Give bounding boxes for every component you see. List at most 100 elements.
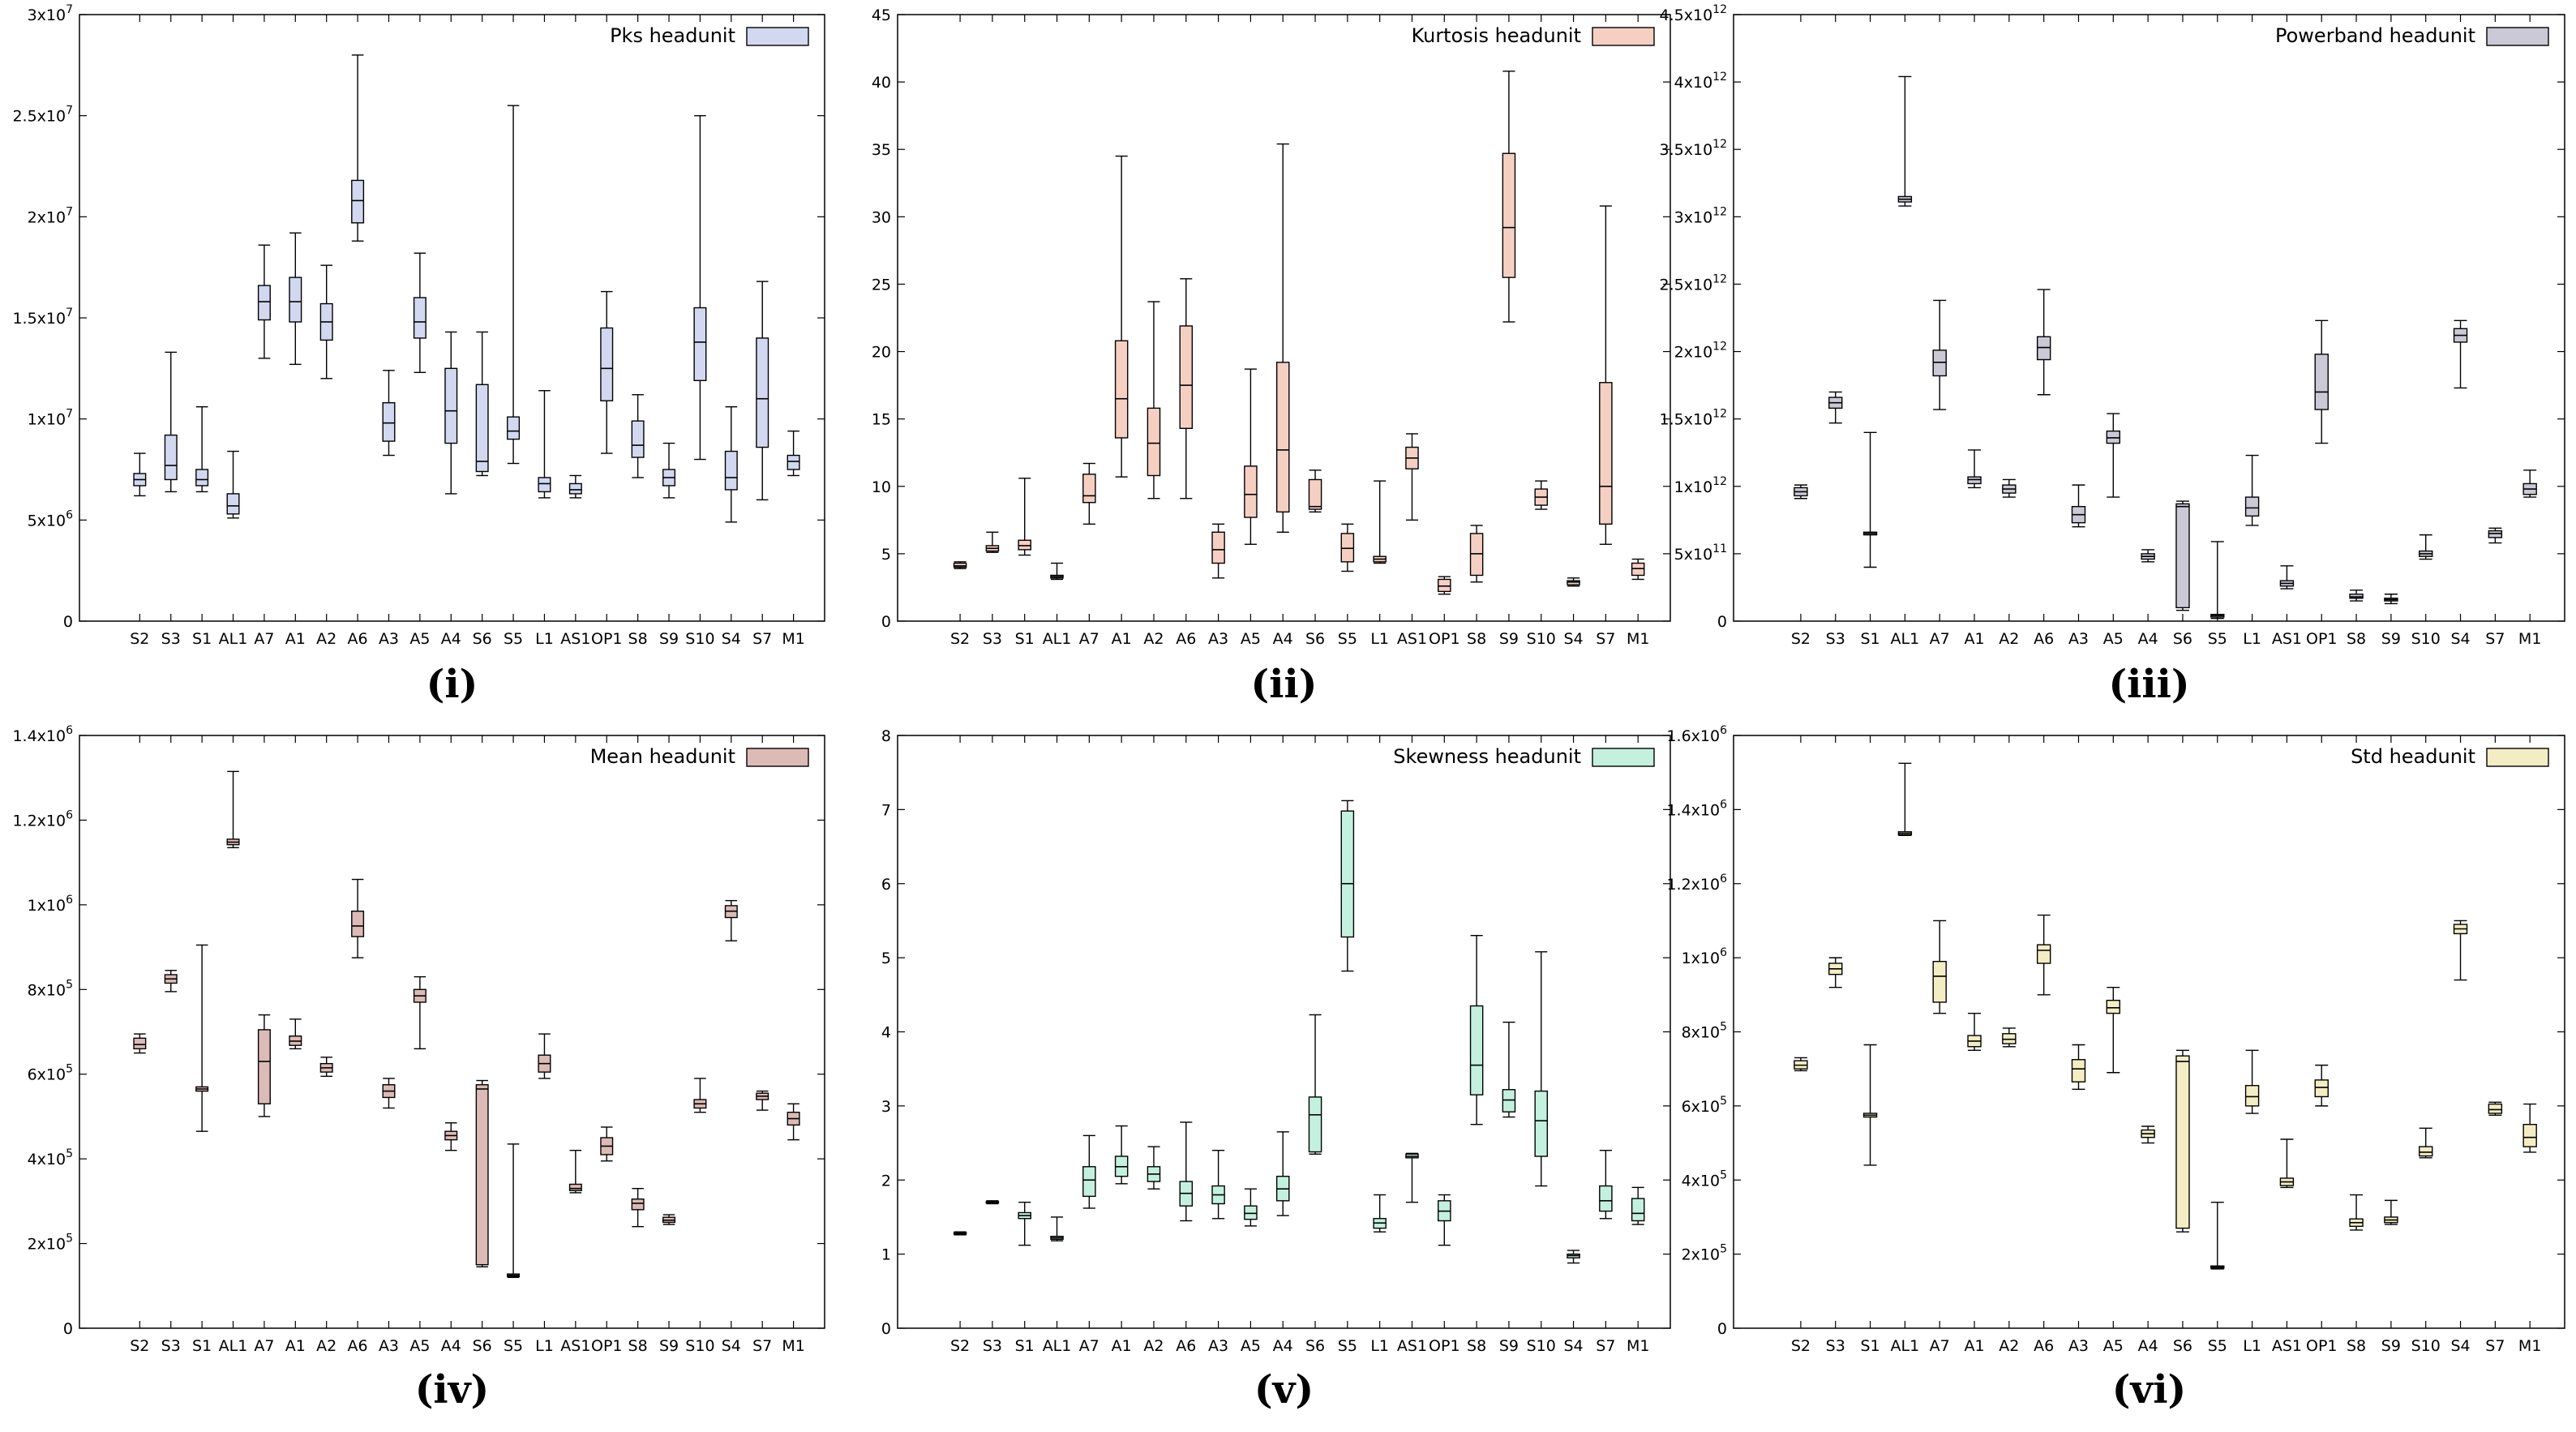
legend-label: Skewness headunit bbox=[1393, 745, 1581, 768]
box-L1 bbox=[538, 390, 551, 499]
x-tick-label: A7 bbox=[1930, 630, 1950, 648]
box-S2 bbox=[1794, 1057, 1808, 1072]
iqr-box bbox=[568, 482, 582, 495]
y-tick-label: 8x105 bbox=[28, 978, 73, 999]
x-tick-label: S2 bbox=[1791, 1337, 1811, 1355]
box-AL1 bbox=[1050, 562, 1064, 581]
box-A4 bbox=[2141, 1125, 2155, 1144]
x-tick-label: A4 bbox=[2138, 630, 2158, 648]
chart-panel-6: 0 2x105 4x105 6x105 8x105 1x106 1.2x106 1.4x106… bbox=[1666, 724, 2565, 1413]
box-A1 bbox=[1967, 1012, 1982, 1052]
x-tick-label: A3 bbox=[2068, 1337, 2089, 1355]
y-tick-label: 1x1012 bbox=[1674, 475, 1727, 496]
iqr-box bbox=[1469, 1005, 1484, 1095]
box-S5 bbox=[507, 105, 521, 465]
panel-caption: (iv) bbox=[415, 1367, 490, 1413]
x-tick-label: A2 bbox=[1999, 630, 2019, 648]
y-tick-label: 2.5x1012 bbox=[1660, 272, 1727, 294]
y-tick-label: 1.6x106 bbox=[1666, 724, 1727, 745]
plot-frame bbox=[1733, 14, 2565, 622]
iqr-box bbox=[351, 179, 365, 224]
iqr-box bbox=[693, 307, 707, 381]
box-S5 bbox=[2210, 541, 2225, 620]
panel-caption: (ii) bbox=[1251, 662, 1318, 707]
box-S5 bbox=[1340, 800, 1355, 972]
y-tick-label: 4x105 bbox=[1682, 1168, 1727, 1190]
x-tick-label: A5 bbox=[2103, 630, 2124, 648]
y-tick-label: 6 bbox=[881, 876, 891, 894]
y-tick-label: 1x106 bbox=[1682, 946, 1728, 967]
y-tick-label: 4x1012 bbox=[1674, 71, 1727, 92]
box-S1 bbox=[1862, 431, 1878, 568]
x-tick-label: A1 bbox=[1112, 1337, 1132, 1355]
x-tick-label: S8 bbox=[628, 630, 648, 648]
x-tick-label: M1 bbox=[2518, 1337, 2541, 1355]
y-tick-label: 5x1011 bbox=[1674, 542, 1727, 564]
x-tick-label: A2 bbox=[1143, 630, 1164, 648]
box-A1 bbox=[1967, 449, 1982, 489]
x-tick-label: L1 bbox=[535, 630, 554, 648]
box-S2 bbox=[1794, 484, 1808, 499]
box-S4 bbox=[724, 406, 738, 523]
box-S3 bbox=[164, 351, 178, 493]
chart-panel-2: 0 5 10 15 20 25 30 35 40 45 S2 S3 S1 AL1 A7 A1 A2 A6 A3 A5 A… bbox=[872, 6, 1671, 707]
y-tick-label: 7 bbox=[881, 801, 891, 819]
box-A4 bbox=[1275, 143, 1290, 533]
box-A5 bbox=[1244, 368, 1258, 545]
legend: Kurtosis headunit bbox=[1412, 24, 1655, 47]
iqr-box bbox=[724, 450, 738, 491]
legend-swatch bbox=[746, 27, 809, 46]
y-tick-label: 3.5x1012 bbox=[1660, 138, 1727, 159]
x-tick-label: S10 bbox=[685, 630, 714, 648]
box-S8 bbox=[2349, 590, 2364, 602]
box-AL1 bbox=[1897, 762, 1913, 837]
x-tick-label: S6 bbox=[473, 1337, 492, 1355]
box-S10 bbox=[1534, 480, 1549, 510]
x-tick-label: S8 bbox=[1467, 630, 1486, 648]
iqr-box bbox=[133, 1037, 147, 1050]
box-S10 bbox=[2419, 534, 2433, 560]
y-tick-label: 0 bbox=[63, 1320, 73, 1338]
box-S9 bbox=[662, 1214, 676, 1225]
x-tick-label: S4 bbox=[1563, 1337, 1583, 1355]
x-tick-label: A7 bbox=[1079, 630, 1099, 648]
x-tick-label: A2 bbox=[1999, 1337, 2019, 1355]
legend-swatch bbox=[1592, 748, 1655, 767]
chart-panel-3: 0 5x1011 1x1012 1.5x1012 2x1012 2.5x1012 3x101… bbox=[1660, 3, 2565, 707]
x-tick-label: S10 bbox=[685, 1337, 714, 1355]
chart-panel-1: 0 5x106 1x107 1.5x107 2x107 2.5x107 3x107 S2 S3 S… bbox=[12, 3, 825, 707]
x-tick-label: A3 bbox=[379, 1337, 399, 1355]
box-S7 bbox=[2488, 527, 2503, 544]
x-tick-label: A6 bbox=[2034, 630, 2054, 648]
x-tick-label: S8 bbox=[628, 1337, 648, 1355]
iqr-box bbox=[631, 420, 645, 458]
x-tick-label: AS1 bbox=[560, 1337, 590, 1355]
x-tick-label: S5 bbox=[2208, 630, 2227, 648]
y-tick-label: 4x105 bbox=[28, 1147, 73, 1168]
box-M1 bbox=[2522, 1103, 2537, 1153]
legend-label: Mean headunit bbox=[590, 745, 735, 768]
box-L1 bbox=[2244, 1049, 2260, 1114]
x-tick-label: M1 bbox=[1627, 630, 1649, 648]
x-tick-label: S1 bbox=[192, 630, 212, 648]
x-tick-label: S2 bbox=[950, 1337, 970, 1355]
panel-caption: (iii) bbox=[2108, 662, 2189, 707]
box-S9 bbox=[662, 442, 676, 499]
y-tick-label: 2 bbox=[881, 1172, 891, 1190]
x-tick-label: L1 bbox=[2243, 630, 2261, 648]
iqr-box bbox=[1340, 533, 1355, 563]
x-tick-label: A5 bbox=[409, 1337, 430, 1355]
x-tick-label: S6 bbox=[2173, 630, 2192, 648]
legend-label: Kurtosis headunit bbox=[1412, 24, 1581, 47]
iqr-box bbox=[351, 910, 365, 937]
x-tick-label: A5 bbox=[1241, 1337, 1261, 1355]
x-tick-label: S8 bbox=[2347, 1337, 2366, 1355]
x-tick-label: OP1 bbox=[591, 1337, 623, 1355]
x-tick-label: S4 bbox=[722, 1337, 741, 1355]
x-tick-label: S7 bbox=[1596, 1337, 1615, 1355]
x-tick-label: S10 bbox=[2411, 630, 2441, 648]
iqr-box bbox=[1631, 562, 1645, 577]
y-tick-label: 2x107 bbox=[28, 205, 73, 226]
legend-label: Pks headunit bbox=[610, 24, 735, 47]
